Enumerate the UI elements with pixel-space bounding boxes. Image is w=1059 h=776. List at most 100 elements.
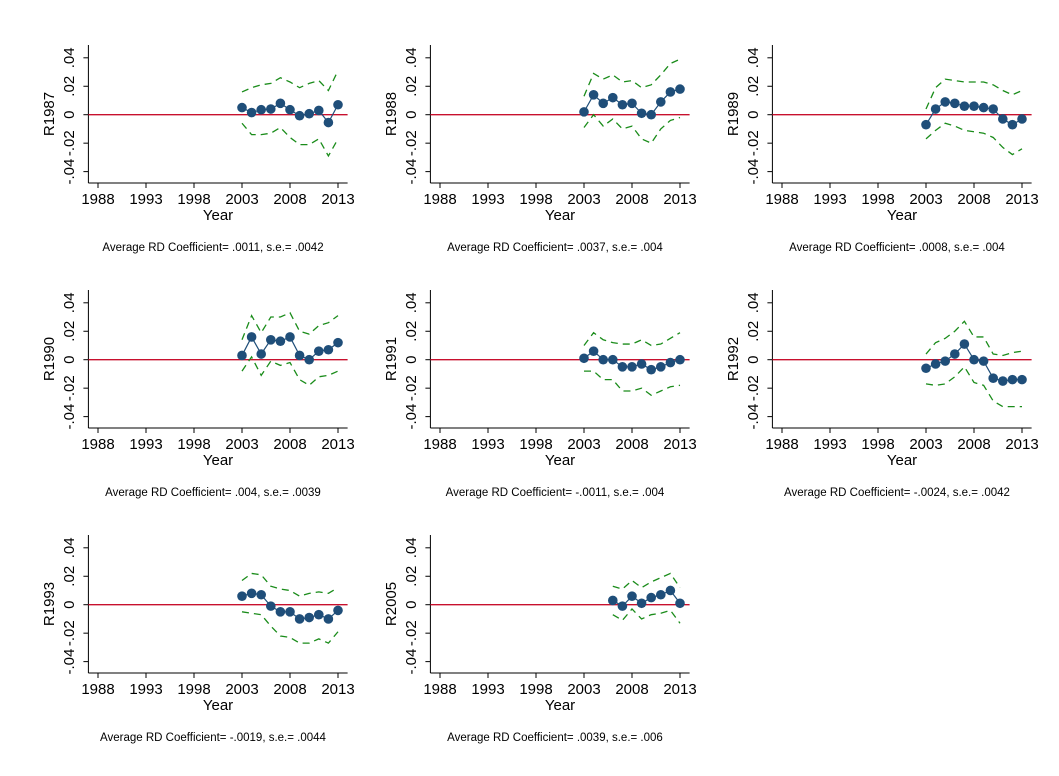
point xyxy=(333,99,343,110)
point xyxy=(617,99,628,110)
point xyxy=(959,339,970,349)
x-tick-label: 1988 xyxy=(81,191,114,208)
point xyxy=(921,363,931,374)
point xyxy=(1007,119,1018,130)
ci-line xyxy=(241,611,339,644)
point xyxy=(675,84,685,94)
x-tick-label: 1998 xyxy=(861,436,894,453)
point xyxy=(930,104,941,114)
x-tick-label: 1998 xyxy=(519,681,552,698)
y-tick-label: .04 xyxy=(61,47,78,68)
point xyxy=(608,595,618,606)
point xyxy=(656,97,666,107)
x-tick-label: 2013 xyxy=(1005,191,1038,208)
y-tick-label: 0 xyxy=(403,111,420,119)
point xyxy=(588,346,599,356)
point xyxy=(304,108,315,119)
x-axis-title: Year xyxy=(545,207,575,224)
y-tick-label: .02 xyxy=(61,76,78,97)
note: Average RD Coefficient= .0011, s.e.= .00… xyxy=(102,242,323,254)
panel: -.04 -.02 0 .02 .04 1988 1993 1998 2003 2008 2013 R… xyxy=(41,290,355,499)
x-axis-title: Year xyxy=(545,452,575,469)
x-tick-label: 1988 xyxy=(423,191,456,208)
x-axis-title: Year xyxy=(887,452,917,469)
ci-line xyxy=(925,365,1022,408)
y-axis-title: R1987 xyxy=(41,92,58,136)
point xyxy=(665,585,676,596)
point xyxy=(627,98,637,109)
x-tick-label: 2003 xyxy=(909,436,942,453)
x-tick-label: 1988 xyxy=(765,436,798,453)
ci-line xyxy=(925,320,1023,357)
y-tick-label: .04 xyxy=(745,292,762,313)
x-tick-label: 2013 xyxy=(321,681,354,698)
point xyxy=(598,354,608,365)
point xyxy=(323,614,334,624)
y-axis-title: R1990 xyxy=(41,337,58,381)
point xyxy=(323,117,334,128)
note: Average RD Coefficient= -.0019, s.e.= .0… xyxy=(100,732,326,744)
note: Average RD Coefficient= -.0011, s.e.= .0… xyxy=(446,487,665,499)
y-tick-label: 0 xyxy=(61,356,78,364)
point xyxy=(294,614,305,624)
point xyxy=(636,598,647,609)
ci-line xyxy=(612,608,681,624)
y-tick-label: 0 xyxy=(61,111,78,119)
y-tick-label: -.04 xyxy=(745,404,762,430)
ci-line xyxy=(583,58,681,97)
point xyxy=(627,362,637,372)
y-tick-label: -.02 xyxy=(745,130,762,156)
y-tick-label: .02 xyxy=(403,566,420,587)
y-tick-label: .02 xyxy=(61,566,78,587)
point xyxy=(256,104,267,115)
point xyxy=(275,98,286,109)
point xyxy=(266,601,276,611)
x-axis-title: Year xyxy=(203,697,233,714)
point xyxy=(333,337,343,348)
x-tick-label: 1988 xyxy=(423,436,456,453)
point xyxy=(617,601,628,611)
point xyxy=(627,591,637,601)
panel: -.04 -.02 0 .02 .04 1988 1993 1998 2003 2008 2013 R… xyxy=(383,45,697,254)
y-axis-title: R1991 xyxy=(383,337,400,381)
point xyxy=(246,107,257,118)
x-tick-label: 1993 xyxy=(471,436,504,453)
y-tick-label: 0 xyxy=(403,356,420,364)
point xyxy=(636,359,647,369)
point xyxy=(237,591,247,601)
x-tick-label: 2003 xyxy=(225,191,258,208)
note: Average RD Coefficient= -.0024, s.e.= .0… xyxy=(784,487,1010,499)
x-tick-label: 1993 xyxy=(813,436,846,453)
point xyxy=(675,598,685,609)
y-axis-title: R1988 xyxy=(383,92,400,136)
y-tick-label: .04 xyxy=(403,47,420,68)
y-axis-title: R2005 xyxy=(383,582,400,626)
note: Average RD Coefficient= .0039, s.e.= .00… xyxy=(447,732,663,744)
point xyxy=(275,607,286,617)
point xyxy=(969,354,979,365)
y-tick-label: -.02 xyxy=(745,375,762,401)
x-tick-label: 2003 xyxy=(567,191,600,208)
point xyxy=(636,108,647,119)
ci-line xyxy=(583,113,681,144)
x-tick-label: 2013 xyxy=(1005,436,1038,453)
ci-line xyxy=(241,122,339,158)
x-tick-label: 2008 xyxy=(273,436,306,453)
y-axis-title: R1993 xyxy=(41,582,58,626)
point xyxy=(608,92,618,103)
x-tick-label: 1998 xyxy=(519,191,552,208)
x-tick-label: 2003 xyxy=(909,191,942,208)
point xyxy=(1017,374,1027,385)
ci-line xyxy=(612,572,681,590)
point xyxy=(665,87,676,97)
point xyxy=(256,589,267,600)
point xyxy=(656,589,666,600)
y-tick-label: .02 xyxy=(403,321,420,342)
point xyxy=(950,349,960,359)
x-tick-label: 2013 xyxy=(663,681,696,698)
y-tick-label: -.02 xyxy=(403,130,420,156)
x-tick-label: 2008 xyxy=(615,436,648,453)
y-tick-label: 0 xyxy=(745,356,762,364)
x-axis-title: Year xyxy=(203,207,233,224)
point xyxy=(266,104,276,114)
